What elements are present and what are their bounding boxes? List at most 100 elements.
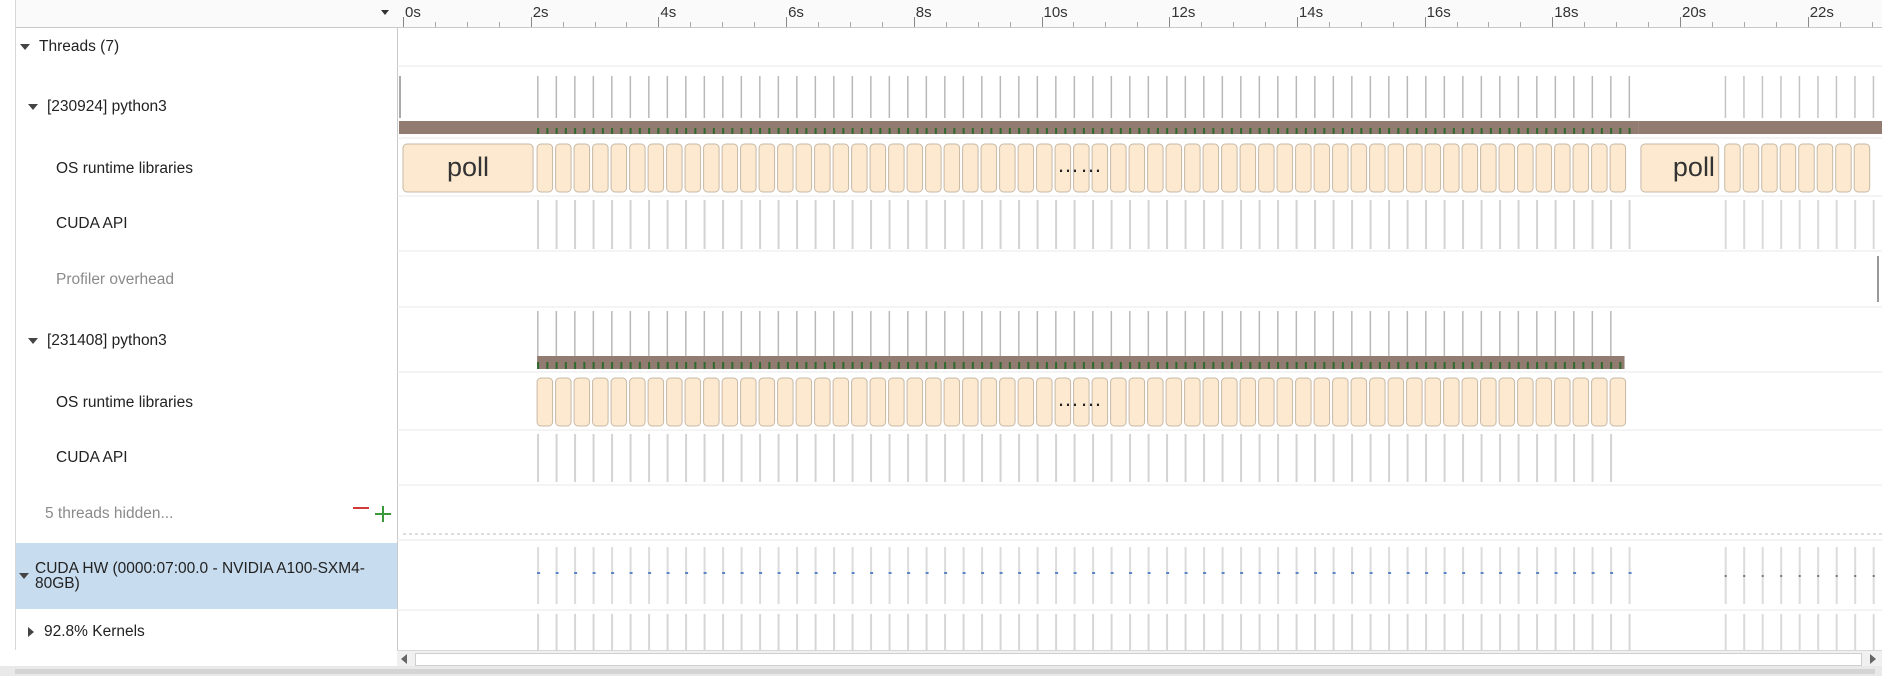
thread-activity-tick (1073, 76, 1076, 118)
cuda-call-marker (759, 362, 762, 369)
os-runtime-call-block (1165, 143, 1183, 193)
tree-row-cuda-api-1[interactable]: CUDA API (16, 201, 397, 247)
tree-row-os-runtime-2[interactable]: OS runtime libraries (16, 381, 397, 425)
os-runtime-call-block (832, 377, 850, 427)
cuda-call-marker (629, 128, 632, 134)
cuda-call-marker (1129, 128, 1132, 134)
timeline-canvas[interactable] (397, 0, 1882, 650)
tree-row-os-runtime-1[interactable]: OS runtime libraries (16, 147, 397, 191)
kernel-tick (944, 614, 947, 650)
cuda-api-call-tick (870, 434, 873, 482)
thread-activity-tick (833, 76, 835, 118)
os-runtime-call-block (1406, 143, 1423, 193)
horizontal-scrollbar[interactable] (397, 650, 1882, 667)
ruler-minor-tick (434, 22, 436, 27)
cuda-call-marker (1462, 128, 1465, 134)
tree-row-cuda-hw[interactable]: CUDA HW (0000:07:00.0 - NVIDIA A100-SXM4… (16, 543, 397, 609)
dropdown-icon[interactable] (381, 10, 389, 15)
thread-utilization-bar (1638, 121, 1882, 134)
thread-activity-tick (1499, 76, 1501, 118)
gpu-activity-tick (925, 547, 928, 604)
cuda-call-marker (1332, 128, 1335, 134)
tree-row-kernels[interactable]: 92.8% Kernels (16, 617, 397, 647)
thread-activity-tick (555, 311, 558, 356)
collapse-caret-icon[interactable] (20, 44, 30, 50)
collapse-caret-icon[interactable] (28, 104, 38, 110)
cuda-api-call-tick (1369, 200, 1372, 249)
scroll-left-icon[interactable] (401, 654, 407, 664)
cuda-api-call-tick (1258, 200, 1261, 249)
kernel-tick (796, 614, 799, 650)
collapse-caret-icon[interactable] (28, 338, 38, 344)
time-ruler[interactable]: 0s 2s 4s 6s 8s 10s 12s 14s 16s 18s 20s 22s (397, 0, 1882, 28)
cuda-call-marker (1045, 362, 1048, 369)
os-runtime-call-block (1369, 143, 1386, 193)
tree-row-hidden-threads[interactable]: 5 threads hidden... (16, 491, 397, 537)
cuda-call-marker (842, 362, 845, 369)
kernel-tick (722, 614, 725, 650)
tree-row-thread-231408[interactable]: [231408] python3 (16, 311, 397, 371)
cuda-call-marker (1110, 362, 1113, 369)
cuda-api-call-tick (1295, 434, 1298, 482)
bottom-scrollbar[interactable] (0, 666, 1882, 676)
scroll-right-icon[interactable] (1870, 654, 1876, 664)
cuda-api-call-tick (666, 434, 669, 482)
os-runtime-call-block (555, 143, 572, 193)
thread-activity-tick (1406, 311, 1409, 356)
poll-label: poll (447, 152, 490, 182)
ruler-tick (1424, 17, 1426, 27)
kernel-tick (1425, 614, 1428, 650)
kernel-tick (1277, 614, 1280, 650)
ruler-minor-tick (1392, 22, 1394, 27)
os-runtime-call-block (666, 377, 683, 427)
hide-show-buttons (353, 506, 391, 522)
collapse-caret-icon[interactable] (19, 573, 29, 579)
timeline-panel[interactable]: 0s 2s 4s 6s 8s 10s 12s 14s 16s 18s 20s 22s poll poll… (397, 0, 1882, 650)
thread-activity-tick (1203, 311, 1205, 356)
thread-activity-tick (1221, 311, 1224, 356)
cuda-api-call-tick (1817, 200, 1820, 249)
os-runtime-call-block (740, 143, 757, 193)
kernel-tick (648, 614, 651, 650)
cuda-call-marker (934, 362, 937, 369)
cuda-call-marker (796, 362, 799, 369)
cuda-call-marker (1619, 128, 1622, 134)
cuda-call-marker (953, 128, 956, 134)
tree-row-threads[interactable]: Threads (7) (16, 28, 397, 66)
kernel-tick (1314, 614, 1317, 650)
tree-row-thread-230924[interactable]: [230924] python3 (16, 76, 397, 138)
cuda-api-call-tick (1573, 200, 1576, 249)
cuda-call-marker (1360, 128, 1363, 134)
os-runtime-call-block (555, 377, 572, 427)
cuda-call-marker (1064, 362, 1067, 369)
expand-caret-icon[interactable] (28, 627, 34, 637)
minus-icon[interactable] (353, 507, 369, 509)
thread-activity-tick (1055, 311, 1057, 356)
cuda-call-marker (1480, 128, 1483, 134)
kernel-tick (999, 614, 1002, 650)
tree-row-cuda-api-2[interactable]: CUDA API (16, 435, 397, 481)
os-runtime-call-block (1332, 143, 1349, 193)
plus-icon[interactable] (375, 506, 391, 522)
ruler-tick (1552, 17, 1554, 27)
kernel-tick (1536, 614, 1539, 650)
cuda-call-marker (648, 128, 651, 134)
bottom-scrollbar-thumb[interactable] (15, 669, 1875, 674)
cuda-call-marker (611, 128, 614, 134)
os-runtime-call-block (962, 143, 979, 193)
os-runtime-call-block (666, 143, 683, 193)
thread-activity-tick (574, 76, 576, 118)
os-runtime-call-block (610, 377, 628, 427)
ruler-minor-tick (1488, 22, 1490, 27)
tree-row-profiler-overhead[interactable]: Profiler overhead (16, 257, 397, 303)
gpu-activity-tick (1166, 547, 1169, 604)
kernel-marker (1369, 572, 1373, 574)
kernel-tick (1351, 614, 1354, 650)
kernel-marker (1110, 572, 1114, 574)
cuda-call-marker (1267, 362, 1270, 369)
kernel-marker (1166, 572, 1170, 574)
kernel-tick (1854, 614, 1857, 650)
scrollbar-thumb[interactable] (415, 653, 1862, 666)
thread-activity-tick (1166, 311, 1168, 356)
ruler-minor-tick (1743, 22, 1745, 27)
